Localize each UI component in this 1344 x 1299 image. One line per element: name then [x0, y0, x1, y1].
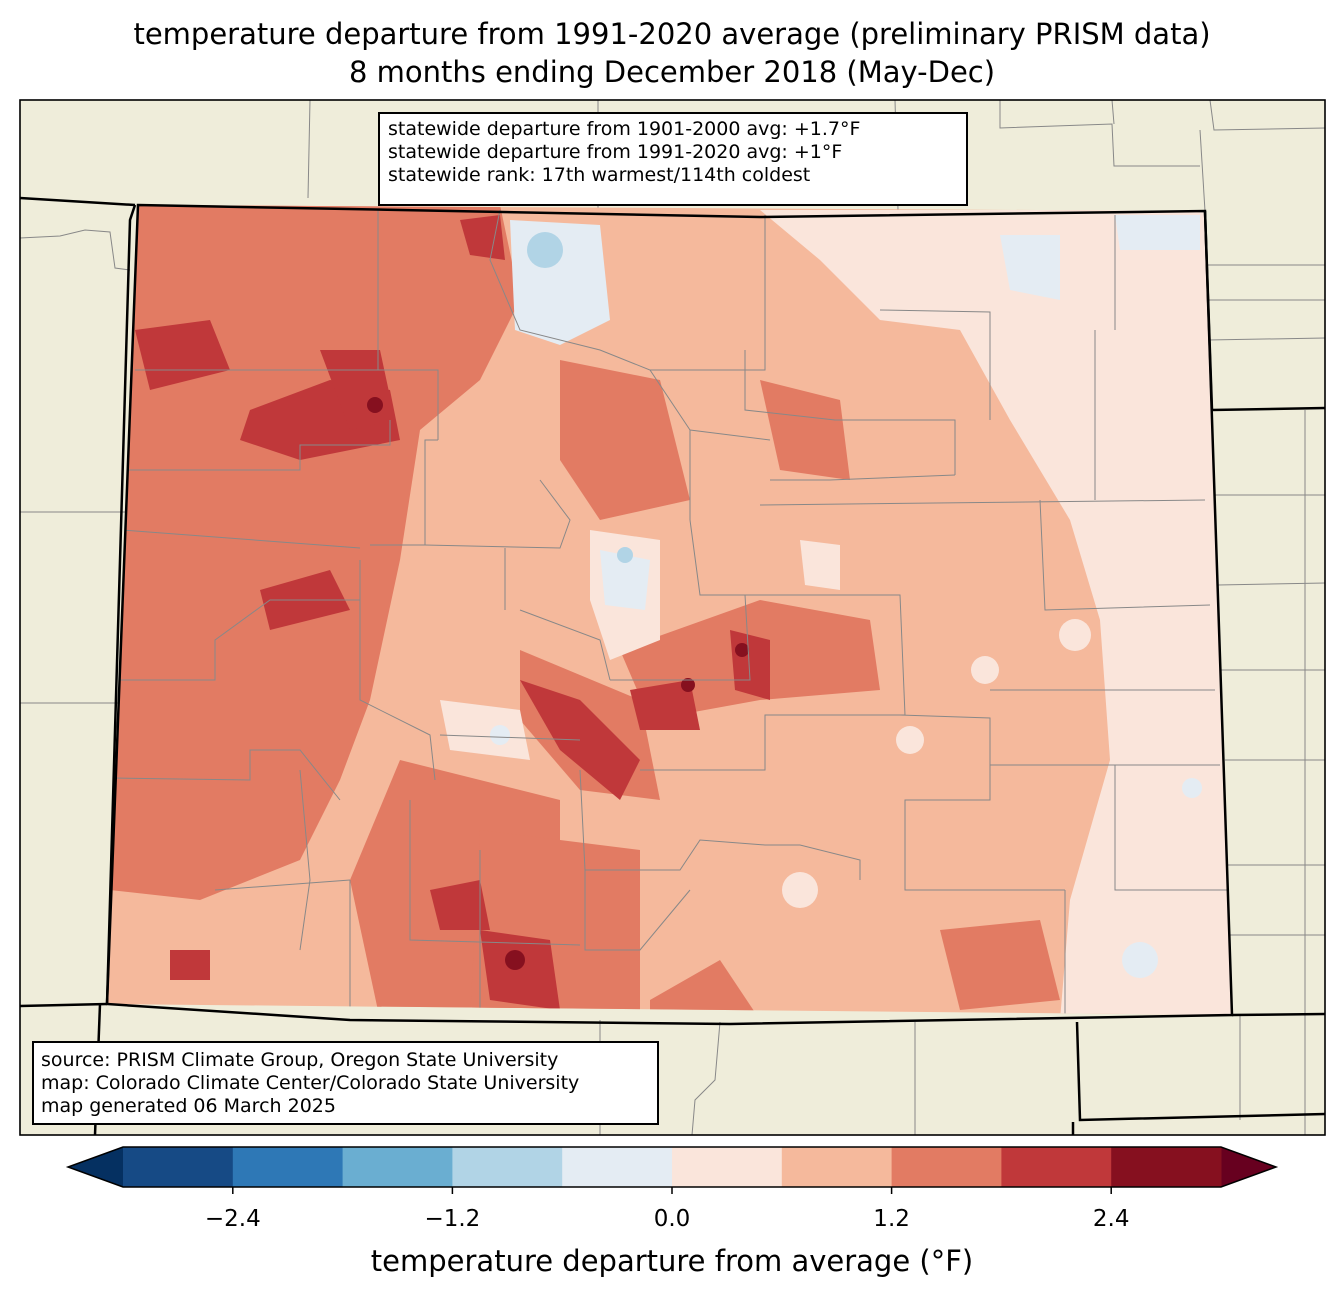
- colorbar-tick-label: 0.0: [653, 1206, 691, 1232]
- stats-box: statewide departure from 1901-2000 avg: …: [378, 112, 968, 206]
- title-line-2: 8 months ending December 2018 (May-Dec): [348, 55, 996, 89]
- map-frame: [19, 99, 1326, 1136]
- colorbar-segment: [342, 1147, 453, 1187]
- colorbar-segment: [891, 1147, 1002, 1187]
- colorbar-segment: [232, 1147, 344, 1187]
- temperature-field: [107, 205, 1232, 1015]
- colorbar-over-extension: [1221, 1147, 1276, 1187]
- colorbar-tick-label: −1.2: [424, 1206, 481, 1232]
- colorbar-tick-label: −2.4: [204, 1206, 261, 1232]
- colorbar-under-extension: [68, 1147, 123, 1187]
- colorbar: [65, 1146, 1279, 1194]
- stats-line-3: statewide rank: 17th warmest/114th colde…: [388, 164, 811, 186]
- colorbar-label: temperature departure from average (°F): [370, 1244, 974, 1278]
- stats-line-2: statewide departure from 1991-2020 avg: …: [388, 141, 843, 163]
- source-box: source: PRISM Climate Group, Oregon Stat…: [32, 1041, 659, 1125]
- title-line-1: temperature departure from 1991-2020 ave…: [133, 17, 1211, 51]
- colorbar-segment: [452, 1147, 563, 1187]
- colorbar-segment: [562, 1147, 673, 1187]
- colorbar-tick-label: 2.4: [1092, 1206, 1130, 1232]
- colorbar-segment: [1001, 1147, 1112, 1187]
- colorbar-outline: [65, 1146, 1279, 1188]
- colorbar-tick-label: 1.2: [873, 1206, 910, 1232]
- colorbar-segment: [1111, 1147, 1222, 1187]
- source-line-3: map generated 06 March 2025: [41, 1095, 336, 1117]
- colorado-county-lines: [111, 209, 1230, 1015]
- colorbar-segment: [672, 1147, 783, 1187]
- colorado-border: [105, 203, 1234, 1026]
- source-line-2: map: Colorado Climate Center/Colorado St…: [41, 1072, 580, 1094]
- colorbar-segment: [123, 1147, 234, 1187]
- colorbar-segment: [781, 1147, 893, 1187]
- source-line-1: source: PRISM Climate Group, Oregon Stat…: [41, 1049, 559, 1071]
- stats-line-1: statewide departure from 1901-2000 avg: …: [388, 118, 861, 140]
